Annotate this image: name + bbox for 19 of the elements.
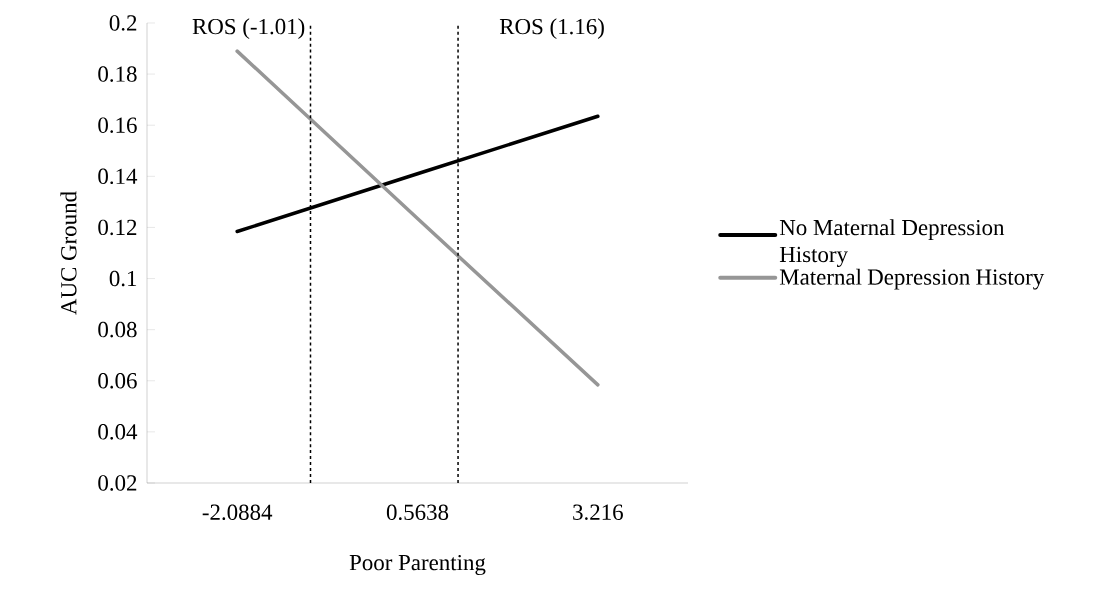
x-axis-title: Poor Parenting — [349, 554, 486, 576]
x-tick-label: 0.5638 — [386, 504, 449, 521]
ref-line-label: ROS (1.16) — [499, 18, 604, 39]
y-tick-label: 0.06 — [98, 372, 137, 389]
legend-label: Maternal Depression History — [779, 268, 1045, 290]
x-tick-label: -2.0884 — [202, 504, 273, 521]
y-tick-label: 0.12 — [98, 219, 137, 236]
y-tick-label: 0.1 — [109, 270, 137, 287]
x-tick-label: 3.216 — [573, 504, 623, 521]
y-tick-label: 0.02 — [98, 475, 137, 491]
y-tick-label: 0.16 — [98, 117, 137, 133]
y-tick-label: 0.14 — [98, 168, 138, 185]
y-tick-label: 0.18 — [98, 66, 137, 82]
y-tick-label: 0.08 — [98, 321, 137, 338]
y-tick-label: 0.04 — [98, 424, 138, 440]
legend-label: No Maternal Depression History — [779, 219, 1005, 267]
y-tick-label: 0.2 — [109, 15, 137, 31]
ref-line-label: ROS (-1.01) — [192, 18, 305, 39]
y-axis-title: AUC Ground — [60, 191, 77, 315]
